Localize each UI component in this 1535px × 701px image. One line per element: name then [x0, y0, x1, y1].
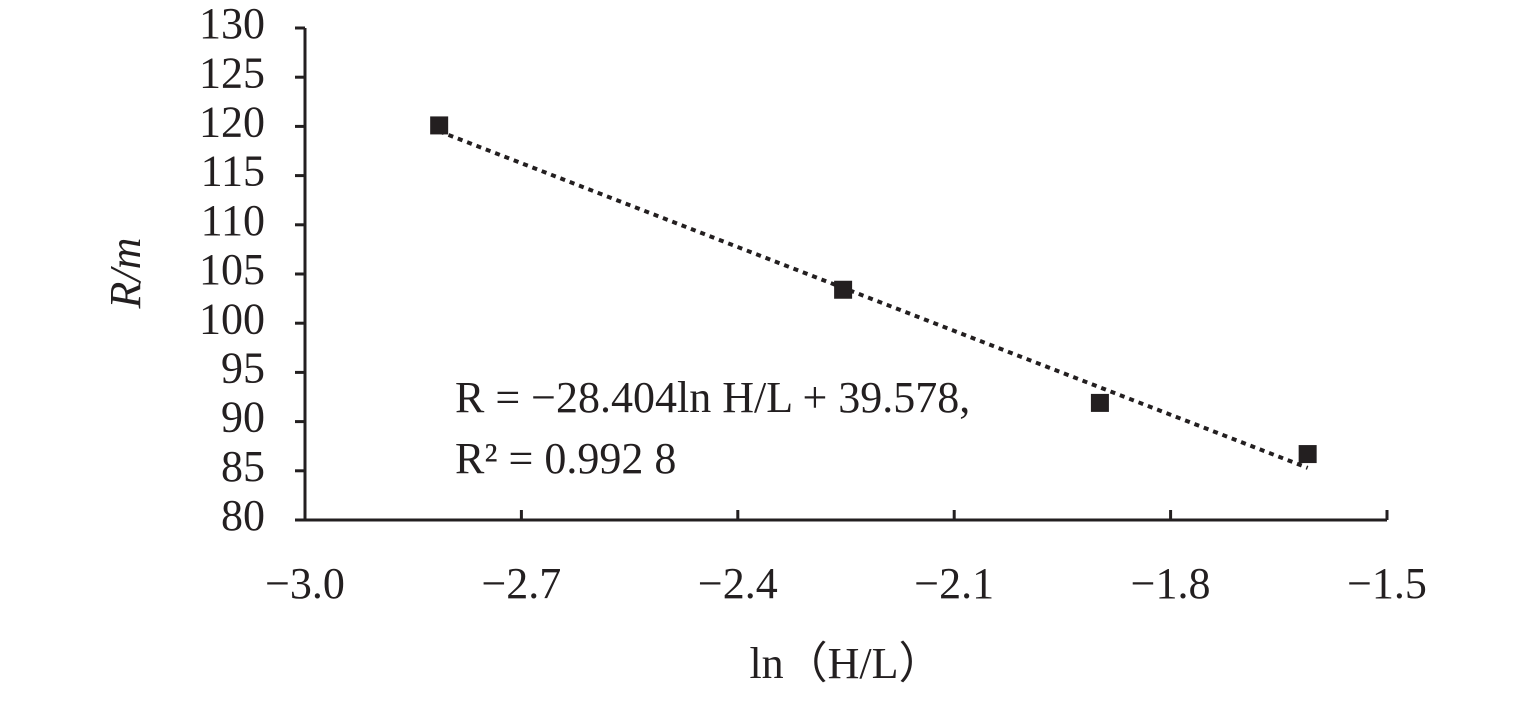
y-tick-label: 120	[199, 97, 265, 146]
y-tick-label: 80	[221, 491, 265, 540]
point	[1298, 445, 1317, 464]
y-tick-label: 90	[221, 393, 265, 442]
y-tick-label: 130	[199, 0, 265, 48]
point	[834, 280, 853, 299]
y-tick-label: 125	[199, 48, 265, 97]
y-tick-label: 105	[199, 245, 265, 294]
y-tick-label: 115	[201, 147, 265, 196]
y-axis-label: R/m	[101, 238, 150, 310]
y-tick-label: 85	[221, 442, 265, 491]
x-tick-label: −1.8	[1131, 559, 1211, 608]
x-tick-label: −1.5	[1347, 559, 1427, 608]
point	[1090, 393, 1109, 412]
x-tick-label: −2.1	[914, 559, 994, 608]
point	[430, 116, 449, 135]
x-axis-label: ln（H/L）	[749, 639, 942, 688]
y-tick-label: 110	[201, 196, 265, 245]
y-tick-label: 100	[199, 294, 265, 343]
x-tick-label: −3.0	[265, 559, 345, 608]
annotation: R = −28.404ln H/L + 39.578,	[455, 373, 970, 422]
x-tick-label: −2.4	[698, 559, 778, 608]
y-tick-label: 95	[221, 343, 265, 392]
annotation: R² = 0.992 8	[455, 434, 676, 483]
x-tick-label: −2.7	[481, 559, 561, 608]
